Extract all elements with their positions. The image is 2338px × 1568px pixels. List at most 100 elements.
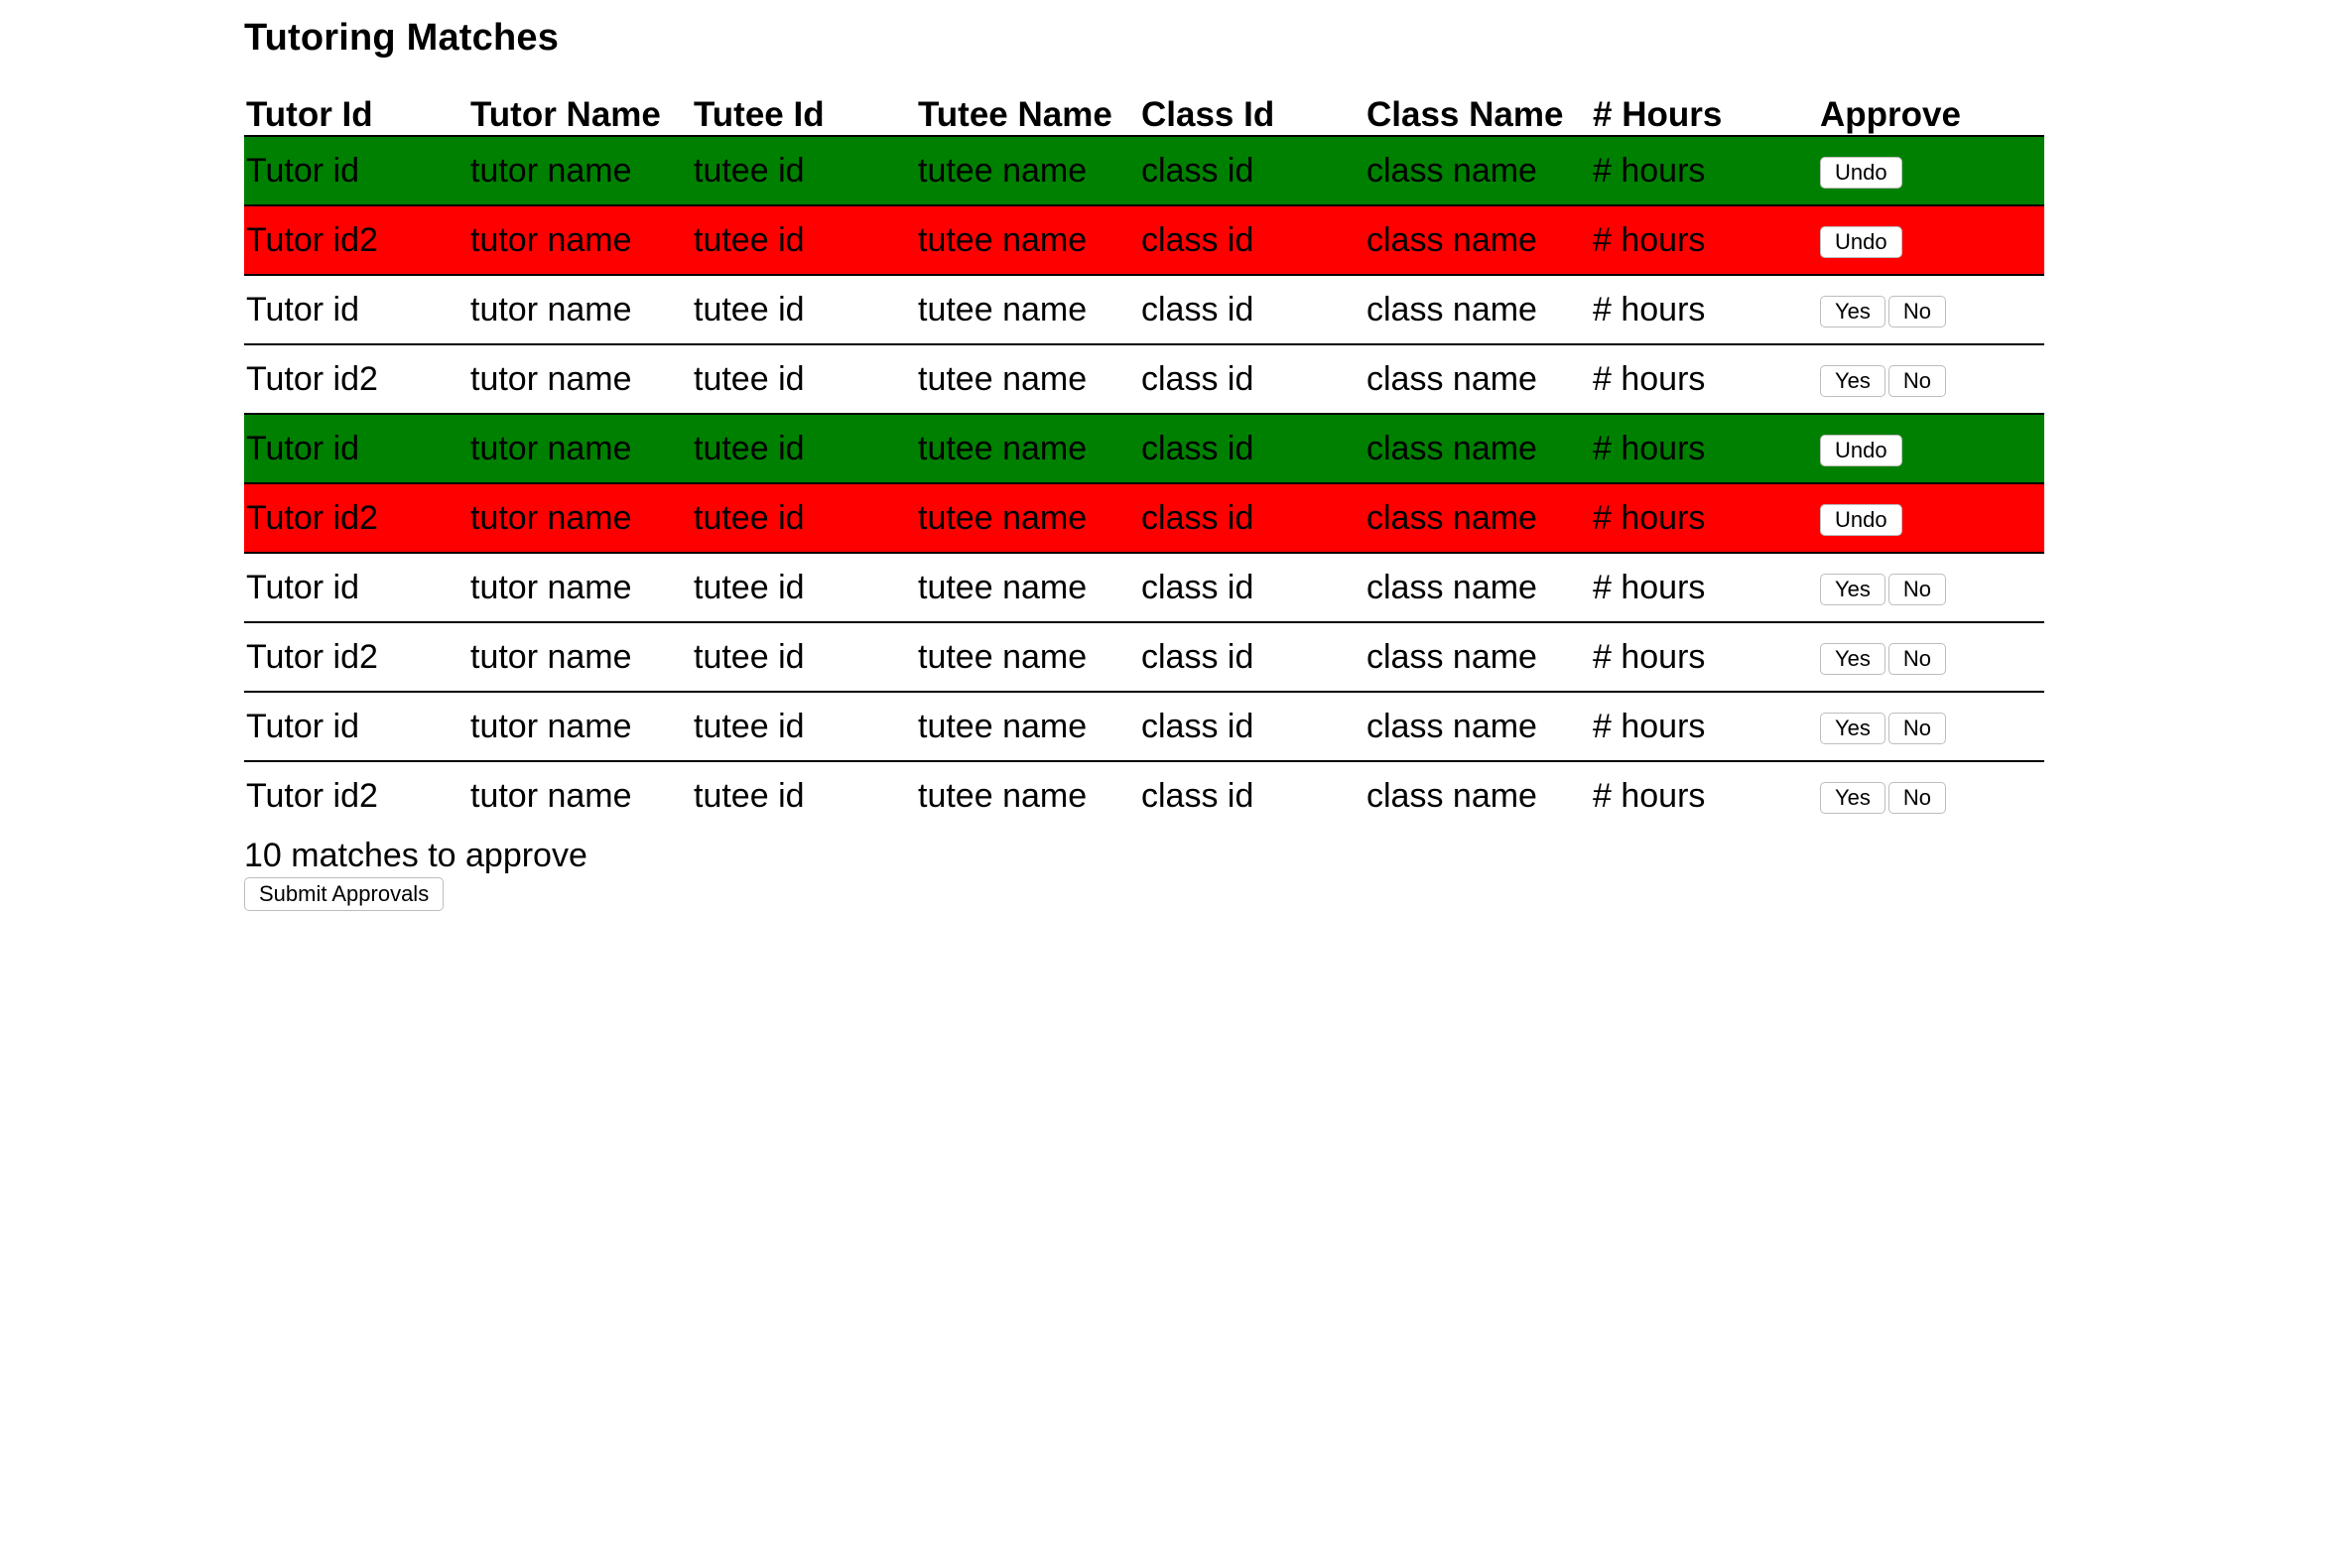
tutee-name-cell: tutee name (918, 777, 1088, 815)
tutor-name-cell: tutor name (468, 553, 692, 623)
tutor-name-cell: tutor name (468, 205, 692, 276)
tutor-id-cell: Tutor id2 (244, 622, 468, 693)
class-id-cell: class id (1139, 483, 1364, 554)
table-row: Tutor id tutor name tutee id tutee name clas… (244, 692, 2044, 762)
tutor-id-cell: Tutor id2 (244, 344, 468, 415)
class-name-cell: class name (1364, 483, 1591, 554)
approve-cell: Undo (1818, 136, 2044, 206)
tutee-id-cell: tutee id (692, 205, 916, 276)
table-row: Tutor id2 tutor name tutee id tutee name cla… (244, 483, 2044, 554)
approve-cell: Yes No (1818, 344, 2044, 415)
yes-button[interactable]: Yes (1820, 365, 1885, 398)
yes-button[interactable]: Yes (1820, 713, 1885, 745)
tutee-name-cell: tutee name (916, 692, 1139, 762)
class-name-cell: class name (1364, 553, 1591, 623)
no-button[interactable]: No (1887, 574, 1947, 606)
approve-cell: Yes No (1818, 553, 2044, 623)
class-name-cell: class name (1364, 414, 1591, 484)
hours-cell: # hours (1591, 136, 1818, 206)
class-name-cell: class name (1366, 777, 1537, 815)
undo-button[interactable]: Undo (1820, 504, 1902, 537)
tutee-name-cell: tutee name (916, 344, 1139, 415)
class-id-cell: class id (1139, 622, 1364, 693)
hours-cell: # hours (1591, 344, 1818, 415)
header-hours: # Hours (1591, 95, 1818, 137)
yes-button[interactable]: Yes (1820, 574, 1885, 606)
tutor-id-cell: Tutor id (244, 275, 468, 345)
yes-button[interactable]: Yes (1820, 296, 1885, 328)
tutor-id-cell: Tutor id2 (244, 483, 468, 554)
tutee-name-cell: tutee name (916, 275, 1139, 345)
hours-cell: # hours (1591, 692, 1818, 762)
approve-cell: Undo (1818, 414, 2044, 484)
table-body: Tutor id tutor name tutee id tutee name clas… (244, 136, 2044, 830)
header-tutor-name: Tutor Name (468, 95, 692, 137)
no-button[interactable]: No (1887, 713, 1947, 745)
tutee-id-cell: tutee id (694, 777, 805, 815)
undo-button[interactable]: Undo (1820, 226, 1902, 259)
class-name-cell: class name (1364, 275, 1591, 345)
tutee-id-cell: tutee id (692, 344, 916, 415)
approve-cell: Yes No (1818, 622, 2044, 693)
hours-cell: # hours (1593, 777, 1706, 815)
header-approve: Approve (1818, 95, 2044, 137)
no-button[interactable]: No (1887, 782, 1947, 815)
approve-cell: Yes No (1818, 761, 2044, 830)
header-class-id: Class Id (1139, 95, 1364, 137)
approve-cell: Undo (1818, 205, 2044, 276)
tutor-id-cell: Tutor id (244, 692, 468, 762)
tutor-name-cell: tutor name (468, 692, 692, 762)
tutor-name-cell: tutor name (468, 622, 692, 693)
tutor-name-cell: tutor name (468, 344, 692, 415)
header-tutor-id: Tutor Id (244, 95, 468, 137)
approve-cell: Yes No (1818, 692, 2044, 762)
class-id-cell: class id (1139, 344, 1364, 415)
page-title: Tutoring Matches (244, 17, 560, 59)
tutee-id-cell: tutee id (692, 414, 916, 484)
class-id-cell: class id (1139, 205, 1364, 276)
tutee-name-cell: tutee name (916, 205, 1139, 276)
tutee-name-cell: tutee name (916, 622, 1139, 693)
undo-button[interactable]: Undo (1820, 435, 1902, 467)
header-tutee-name: Tutee Name (916, 95, 1139, 137)
class-name-cell: class name (1364, 622, 1591, 693)
page-container: Tutoring Matches Tutor Id Tutor Name Tut… (244, 0, 2044, 911)
table-header-row: Tutor Id Tutor Name Tutee Id Tutee Name … (244, 95, 2044, 137)
hours-cell: # hours (1591, 483, 1818, 554)
no-button[interactable]: No (1887, 296, 1947, 328)
class-id-cell: class id (1139, 275, 1364, 345)
tutee-id-cell: tutee id (692, 692, 916, 762)
tutee-id-cell: tutee id (692, 622, 916, 693)
class-name-cell: class name (1364, 692, 1591, 762)
no-button[interactable]: No (1887, 643, 1947, 676)
hours-cell: # hours (1591, 553, 1818, 623)
yes-button[interactable]: Yes (1820, 643, 1885, 676)
submit-approvals-button[interactable]: Submit Approvals (244, 877, 445, 911)
approve-cell: Undo (1818, 483, 2044, 554)
undo-button[interactable]: Undo (1820, 157, 1902, 190)
tutee-id-cell: tutee id (692, 553, 916, 623)
class-id-cell: class id (1139, 136, 1364, 206)
no-button[interactable]: No (1887, 365, 1947, 398)
yes-button[interactable]: Yes (1820, 782, 1885, 815)
hours-cell: # hours (1591, 414, 1818, 484)
class-id-cell: class id (1139, 692, 1364, 762)
tutee-name-cell: tutee name (916, 136, 1139, 206)
tutor-id-cell: Tutor id (244, 414, 468, 484)
tutee-id-cell: tutee id (692, 275, 916, 345)
tutee-id-cell: tutee id (692, 483, 916, 554)
table-row: Tutor id tutor name tutee id tutee name clas… (244, 136, 2044, 206)
table-row: Tutor id2 tutor name tutee id tutee name cla… (244, 205, 2044, 276)
class-name-cell: class name (1364, 344, 1591, 415)
tutor-name-cell: tutor name (468, 136, 692, 206)
tutor-name-cell: tutor name (468, 275, 692, 345)
table-row: Tutor id tutor name tutee id tutee name clas… (244, 553, 2044, 623)
matches-summary: 10 matches to approve (244, 837, 587, 874)
tutor-id-cell: Tutor id2 (244, 205, 468, 276)
tutor-id-cell: Tutor id2 (246, 777, 378, 815)
approve-cell: Yes No (1818, 275, 2044, 345)
tutee-name-cell: tutee name (916, 553, 1139, 623)
hours-cell: # hours (1591, 205, 1818, 276)
header-tutee-id: Tutee Id (692, 95, 916, 137)
tutor-id-cell: Tutor id (244, 553, 468, 623)
